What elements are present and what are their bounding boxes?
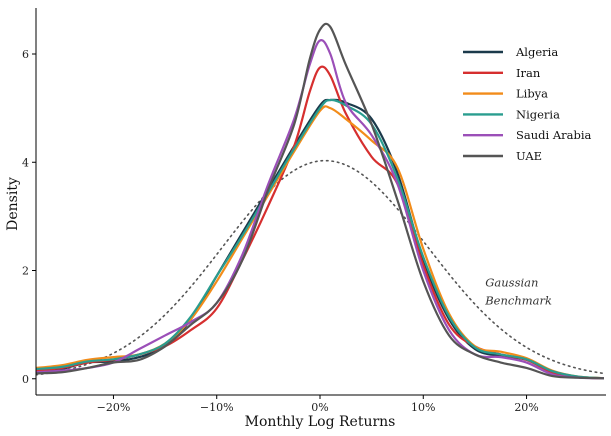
- y-tick-label: 6: [22, 48, 29, 61]
- x-axis-ticks: −20% −10% 0% 10% 20%: [97, 395, 539, 414]
- legend-label: Libya: [516, 87, 548, 101]
- legend-label: Nigeria: [516, 107, 560, 121]
- legend-item: Libya: [463, 87, 548, 101]
- legend-item: UAE: [463, 149, 542, 163]
- series-line-nigeria: [36, 98, 604, 380]
- legend-label: UAE: [516, 149, 542, 163]
- legend-label: Saudi Arabia: [516, 128, 592, 142]
- series-line-saudi-arabia: [36, 39, 604, 380]
- legend-item: Algeria: [463, 45, 558, 59]
- legend-item: Iran: [463, 66, 541, 80]
- annotation-line-1: Gaussian: [485, 276, 538, 290]
- x-tick-label: −10%: [200, 401, 234, 414]
- y-axis-ticks: 0 2 4 6: [22, 48, 36, 386]
- y-tick-label: 4: [22, 156, 29, 169]
- legend-item: Nigeria: [463, 107, 560, 121]
- gaussian-annotation: Gaussian Benchmark: [484, 276, 552, 308]
- y-tick-label: 2: [22, 265, 29, 278]
- x-axis-title: Monthly Log Returns: [245, 414, 396, 430]
- annotation-line-2: Benchmark: [484, 294, 552, 308]
- legend-item: Saudi Arabia: [463, 128, 592, 142]
- x-tick-label: −20%: [97, 401, 131, 414]
- legend-label: Algeria: [515, 45, 558, 59]
- y-tick-label: 0: [22, 373, 29, 386]
- gaussian-benchmark-line: [36, 159, 604, 376]
- x-tick-label: 20%: [514, 401, 538, 414]
- legend: Algeria Iran Libya Nigeria Saudi Arabia UAE: [463, 45, 592, 163]
- axes: [35, 8, 606, 396]
- legend-label: Iran: [516, 66, 541, 80]
- x-tick-label: 10%: [411, 401, 435, 414]
- y-axis-title: Density: [5, 177, 21, 231]
- series-line-uae: [36, 22, 604, 380]
- plot-area: [36, 22, 604, 380]
- x-tick-label: 0%: [311, 401, 328, 414]
